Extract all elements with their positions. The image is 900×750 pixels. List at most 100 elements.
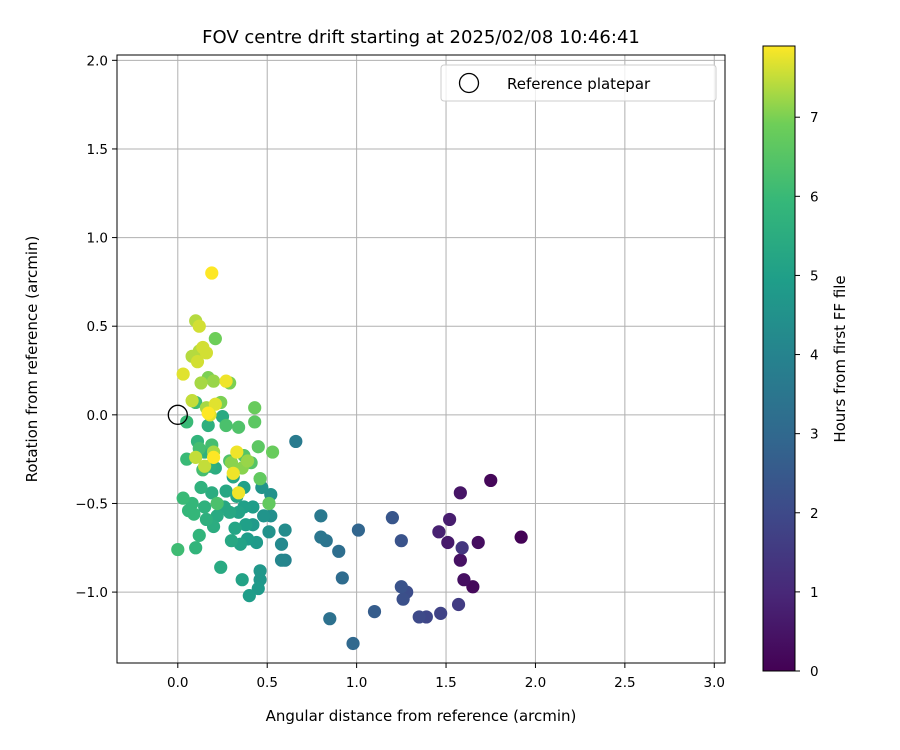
colorbar-ticks: 0 1 2 3 4 5 6 7 <box>795 110 819 680</box>
data-point <box>451 597 466 612</box>
data-point <box>210 509 224 523</box>
data-point <box>432 525 446 539</box>
x-axis-ticks: 0.0 0.5 1.0 1.5 2.0 2.5 3.0 <box>167 663 725 691</box>
data-point <box>323 612 337 626</box>
data-point <box>239 518 253 532</box>
data-point <box>232 420 246 434</box>
data-point <box>274 537 289 551</box>
data-point <box>453 553 467 567</box>
data-point <box>181 503 196 518</box>
data-point <box>289 434 303 449</box>
data-point <box>180 415 194 429</box>
data-point <box>274 553 289 567</box>
data-point <box>262 496 276 511</box>
colorbar-tick-label: 4 <box>810 348 819 364</box>
data-point <box>198 459 212 473</box>
data-point <box>248 415 262 429</box>
y-tick-label: 1.0 <box>87 231 108 247</box>
data-point <box>242 589 256 603</box>
data-point <box>351 523 366 537</box>
data-point <box>443 512 457 527</box>
data-point <box>192 528 206 542</box>
data-point <box>484 473 498 488</box>
data-point <box>201 406 215 420</box>
x-tick-label: 2.0 <box>525 675 546 691</box>
reference-platepar-marker <box>167 404 188 425</box>
data-point <box>176 491 190 505</box>
x-tick-label: 3.0 <box>704 675 725 691</box>
data-point <box>171 542 185 557</box>
x-tick-label: 1.5 <box>435 675 456 691</box>
x-tick-label: 2.5 <box>614 675 635 691</box>
data-point <box>346 636 360 651</box>
data-point <box>194 376 208 390</box>
data-point <box>189 450 203 464</box>
data-point <box>455 541 469 555</box>
data-point <box>219 484 233 498</box>
colorbar-tick-label: 7 <box>810 110 819 126</box>
data-point <box>251 581 265 596</box>
colorbar-tick-label: 2 <box>810 506 819 522</box>
data-point <box>367 604 382 619</box>
data-point <box>453 486 467 500</box>
data-point <box>248 401 262 415</box>
data-point <box>471 535 485 550</box>
data-point <box>332 544 346 558</box>
data-point <box>265 445 280 459</box>
data-point <box>335 571 349 585</box>
colorbar-tick-label: 0 <box>810 664 819 680</box>
x-tick-label: 0.5 <box>256 675 277 691</box>
colorbar-tick-label: 6 <box>810 189 819 205</box>
data-point <box>214 560 228 574</box>
legend-box <box>440 64 717 102</box>
x-tick-label: 1.0 <box>346 675 367 691</box>
data-point <box>208 332 222 346</box>
data-point <box>240 454 255 468</box>
data-point <box>201 418 215 433</box>
data-point <box>196 340 210 355</box>
data-point <box>257 509 271 523</box>
y-axis-label: Rotation from reference (arcmin) <box>23 236 41 483</box>
data-point <box>192 319 206 333</box>
y-tick-label: 0.5 <box>87 319 108 335</box>
data-point <box>262 525 276 539</box>
data-point <box>189 541 203 555</box>
data-point <box>253 564 267 578</box>
reference-marker-group <box>167 404 188 425</box>
chart-title: FOV centre drift starting at 2025/02/08 … <box>202 27 640 48</box>
x-tick-label: 0.0 <box>167 675 188 691</box>
data-point <box>224 534 239 548</box>
data-point <box>314 530 328 544</box>
colorbar-label: Hours from first FF file <box>831 275 849 442</box>
colorbar-tick-label: 1 <box>810 585 819 601</box>
colorbar-tick-label: 5 <box>810 268 819 284</box>
colorbar-tick-label: 3 <box>810 427 819 443</box>
data-point <box>230 445 244 459</box>
data-point <box>253 472 267 486</box>
plot-frame <box>116 54 726 664</box>
data-point <box>176 367 190 381</box>
data-point <box>232 486 246 500</box>
data-point <box>394 580 408 594</box>
colorbar: 0 1 2 3 4 5 6 7 Hours from first FF file <box>762 45 849 680</box>
data-point <box>185 394 199 408</box>
data-point <box>194 480 208 495</box>
data-point <box>206 450 221 464</box>
data-point <box>205 266 219 280</box>
data-point <box>235 573 249 587</box>
legend-entry-reference: Reference platepar <box>507 75 651 93</box>
data-point <box>396 592 410 606</box>
data-point <box>251 440 265 454</box>
x-axis-label: Angular distance from reference (arcmin) <box>266 707 577 725</box>
scatter-points <box>171 266 528 651</box>
data-point <box>412 610 426 624</box>
data-point <box>206 374 221 388</box>
data-point <box>434 606 448 620</box>
y-tick-label: −1.0 <box>75 585 108 601</box>
data-point <box>457 573 471 587</box>
data-point <box>224 456 239 470</box>
y-tick-label: 1.5 <box>87 142 108 158</box>
data-point <box>394 534 408 548</box>
legend: Reference platepar <box>440 64 717 102</box>
